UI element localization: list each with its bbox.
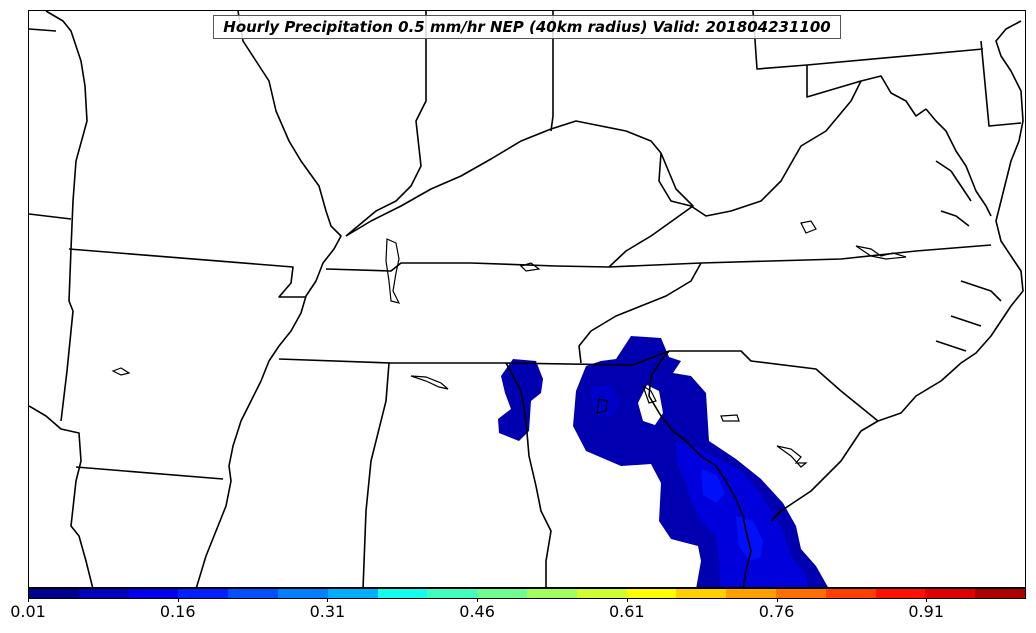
colorbar-tick — [477, 598, 479, 602]
oklahoma-arkansas-border — [60, 248, 74, 422]
maryland-border — [806, 48, 984, 98]
precip-region-interior-gap — [638, 385, 663, 425]
iowa-missouri-border — [29, 28, 57, 32]
colorbar-tick — [926, 598, 928, 602]
colorbar — [28, 588, 1026, 599]
colorbar-tick-label: 0.61 — [608, 602, 645, 621]
lake-arkansas — [111, 367, 131, 376]
chesapeake-bay-shore — [925, 108, 992, 227]
colorbar-tick-label: 0.31 — [309, 602, 346, 621]
west-virginia-border — [658, 75, 927, 217]
colorbar-swatch — [626, 589, 677, 598]
north-carolina-tennessee-border — [578, 262, 702, 364]
missouri-illinois-river-border — [45, 11, 88, 250]
north-carolina-south-carolina-border — [669, 350, 879, 422]
arkansas-louisiana-border — [75, 466, 224, 480]
colorbar-swatch — [178, 589, 229, 598]
georgia-south-carolina-savannah-river — [648, 350, 752, 587]
colorbar-swatch — [576, 589, 627, 598]
mississippi-alabama-border — [362, 362, 390, 587]
lake-murray — [720, 414, 740, 422]
colorbar-swatch — [277, 589, 328, 598]
colorbar-tick — [776, 598, 778, 602]
indiana-ohio-border — [550, 11, 554, 132]
colorbar-swatch — [526, 589, 577, 598]
lake-georgia — [596, 398, 608, 414]
alabama-georgia-border — [505, 362, 552, 587]
ohio-river — [345, 120, 662, 237]
south-carolina-coast — [770, 420, 879, 522]
colorbar-swatch — [377, 589, 428, 598]
missouri-arkansas-border — [68, 248, 306, 298]
kansas-missouri-border — [29, 213, 72, 220]
mississippi-river — [195, 11, 342, 587]
colorbar-swatch — [327, 589, 378, 598]
east-coast-line — [877, 20, 1024, 422]
precip-region-coast-high — [701, 469, 725, 503]
colorbar-swatch — [427, 589, 478, 598]
colorbar-tick-label: 0.01 — [10, 602, 46, 621]
colorbar-swatch — [775, 589, 826, 598]
lake-kerr — [855, 245, 907, 260]
colorbar-swatch — [726, 589, 776, 598]
map-panel — [28, 10, 1026, 588]
colorbar-tick-label: 0.76 — [758, 602, 795, 621]
state-boundaries — [29, 11, 1024, 587]
map-title: Hourly Precipitation 0.5 mm/hr NEP (40km… — [213, 15, 841, 39]
texas-oklahoma-red-river — [29, 405, 94, 587]
colorbar-tick — [177, 598, 179, 602]
colorbar-swatch — [676, 589, 727, 598]
virginia-kentucky-border — [608, 152, 694, 268]
colorbar-swatch — [128, 589, 179, 598]
precip-region-alabama — [498, 359, 543, 441]
precip-region-coast-high-2 — [736, 516, 763, 561]
north-carolina-sounds — [935, 280, 1002, 352]
lake-lanier — [641, 384, 657, 404]
delaware-border — [980, 40, 1022, 127]
colorbar-tick — [327, 598, 329, 602]
lake-virginia — [800, 220, 817, 234]
lake-cumberland — [519, 262, 541, 272]
kentucky-tennessee-border — [325, 244, 992, 272]
lake-guntersville — [410, 375, 449, 390]
colorbar-swatch — [78, 589, 129, 598]
colorbar-tick-label: 0.16 — [159, 602, 196, 621]
colorbar-swatch — [825, 589, 876, 598]
colorbar-tick — [626, 598, 628, 602]
lakes-layer — [111, 220, 907, 468]
lake-kentucky — [385, 238, 401, 304]
colorbar-swatch — [29, 589, 79, 598]
colorbar-swatch — [975, 589, 1025, 598]
colorbar-swatch — [228, 589, 278, 598]
colorbar-tick-label: 0.46 — [459, 602, 495, 621]
colorbar-tick-label: 0.91 — [908, 602, 944, 621]
colorbar-swatch — [925, 589, 976, 598]
illinois-indiana-border — [345, 11, 427, 237]
lake-marion — [776, 445, 808, 468]
map-svg — [29, 11, 1024, 587]
colorbar-swatch — [477, 589, 527, 598]
colorbar-swatch — [875, 589, 926, 598]
colorbar-tick — [28, 598, 29, 602]
